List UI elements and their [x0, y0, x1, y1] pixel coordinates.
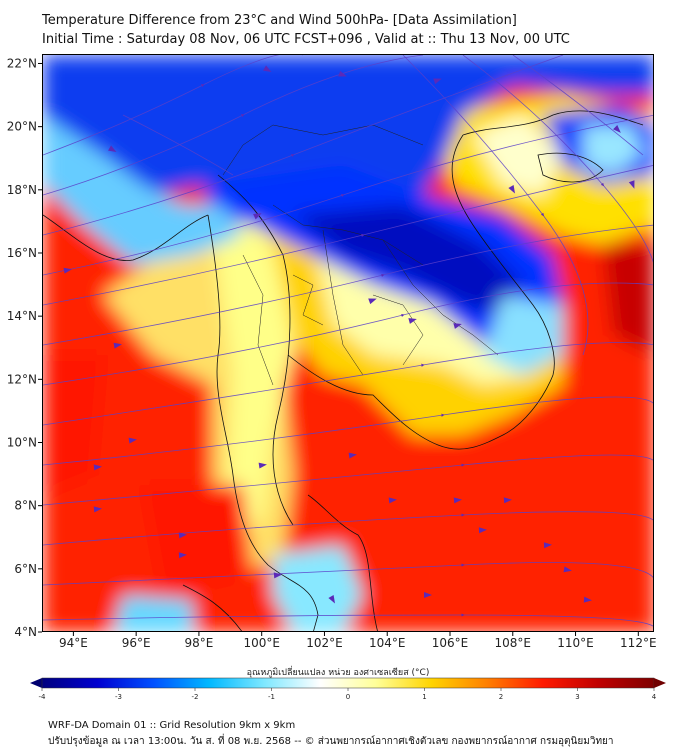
lat-tick-label: 12°N [7, 372, 37, 386]
wind-arrow [178, 552, 187, 559]
lat-tick-label: 10°N [7, 435, 37, 449]
streamline [43, 342, 653, 426]
lon-tick-label: 96°E [122, 636, 151, 650]
streamline [43, 114, 653, 276]
colorbar-tick-label: 3 [575, 693, 579, 701]
footer-model-info: WRF-DA Domain 01 :: Grid Resolution 9km … [48, 720, 296, 731]
wind-arrow [128, 437, 137, 444]
wind-arrow [543, 542, 552, 549]
streamline [43, 55, 564, 236]
lon-tick-label: 102°E [306, 636, 343, 650]
wind-streamlines [43, 55, 653, 627]
colorbar-tick-label: 1 [422, 693, 426, 701]
streamline [43, 613, 653, 627]
streamline [402, 55, 589, 356]
wind-arrow [63, 267, 72, 274]
colorbar-tick-label: -1 [268, 693, 275, 701]
wind-arrow [388, 497, 397, 504]
streamline [43, 55, 303, 156]
streamline [512, 55, 644, 156]
colorbar: -4 -3 -2 -1 0 1 2 3 4 [30, 677, 666, 701]
wind-arrow [263, 65, 272, 72]
wind-arrow [93, 506, 102, 513]
title-line-1: Temperature Difference from 23°C and Win… [42, 13, 517, 28]
lon-tick-label: 100°E [243, 636, 280, 650]
colorbar-tick-label: 0 [346, 693, 350, 701]
lat-tick-label: 6°N [14, 562, 37, 576]
lat-tick-label: 18°N [7, 183, 37, 197]
wind-arrow [503, 497, 512, 504]
wind-arrow [93, 464, 102, 471]
lon-tick-label: 98°E [184, 636, 213, 650]
title-line-2: Initial Time : Saturday 08 Nov, 06 UTC F… [42, 32, 570, 47]
wind-arrow [453, 497, 462, 504]
wind-arrow [563, 566, 572, 573]
wind-arrow [508, 185, 515, 194]
lon-tick-label: 94°E [59, 636, 88, 650]
lon-tick-label: 106°E [432, 636, 469, 650]
lon-tick-label: 110°E [557, 636, 594, 650]
wind-arrow [253, 213, 262, 220]
streamline [462, 55, 653, 263]
longitude-axis: 94°E 96°E 98°E 100°E 102°E 104°E 106°E 108°E 110… [59, 632, 657, 650]
map-title: Temperature Difference from 23°C and Win… [42, 11, 570, 49]
temperature-wind-map [42, 54, 654, 632]
streamline [43, 282, 653, 386]
colorbar-tick-label: -3 [115, 693, 122, 701]
wind-arrow [453, 323, 462, 329]
lat-tick-label: 8°N [14, 499, 37, 513]
wind-arrow [108, 145, 117, 152]
colorbar-ticks: -4 -3 -2 -1 0 1 2 3 4 [39, 688, 657, 701]
wind-arrow [408, 318, 417, 324]
wind-arrow [178, 532, 187, 539]
colorbar-tick-label: -2 [192, 693, 199, 701]
map-canvas [43, 55, 653, 631]
lon-tick-label: 108°E [495, 636, 532, 650]
lon-tick-label: 104°E [369, 636, 406, 650]
wind-arrows [63, 65, 635, 604]
colorbar-tick-label: 2 [499, 693, 503, 701]
streamline [43, 55, 424, 196]
wind-arrow [273, 572, 282, 579]
colorbar-tick-label: -4 [39, 693, 47, 701]
streamline [43, 511, 653, 546]
colorbar-bar [41, 677, 655, 689]
colorbar-tick-label: 4 [652, 693, 657, 701]
lat-tick-label: 14°N [7, 309, 37, 323]
lat-tick-label: 22°N [7, 56, 37, 70]
wind-arrow [613, 125, 621, 133]
footer-credit: ปรับปรุงข้อมูล ณ เวลา 13:00น. วัน ส. ที่… [48, 736, 614, 747]
wind-arrow [478, 527, 487, 534]
lon-tick-label: 112°E [620, 636, 657, 650]
streamline [122, 114, 234, 176]
colorbar-title: อุณหภูมิเปลี่ยนแปลง หน่วย องศาเซลเซียส (… [246, 668, 430, 678]
lat-tick-label: 4°N [14, 625, 37, 639]
wind-arrow [628, 180, 635, 189]
lat-tick-label: 16°N [7, 246, 37, 260]
wind-arrow [433, 78, 442, 85]
streamline [43, 396, 653, 466]
wind-arrow [113, 342, 122, 349]
colorbar-max-extend [654, 678, 666, 688]
streamline [43, 165, 653, 306]
streamline [43, 562, 653, 586]
wind-arrow [328, 595, 335, 604]
lat-tick-label: 20°N [7, 120, 37, 134]
wind-arrow [424, 592, 432, 598]
streamline [43, 454, 653, 506]
wind-arrow [338, 70, 347, 77]
streamline [43, 224, 653, 346]
latitude-axis: 4°N 6°N 8°N 10°N 12°N 14°N 16°N 18°N 20°N 22°N [7, 56, 42, 639]
wind-arrow [368, 298, 377, 305]
wind-arrow [258, 462, 267, 469]
wind-arrow [583, 596, 592, 603]
colorbar-min-extend [30, 678, 42, 688]
coastlines [43, 110, 644, 631]
wind-arrow [348, 452, 357, 459]
